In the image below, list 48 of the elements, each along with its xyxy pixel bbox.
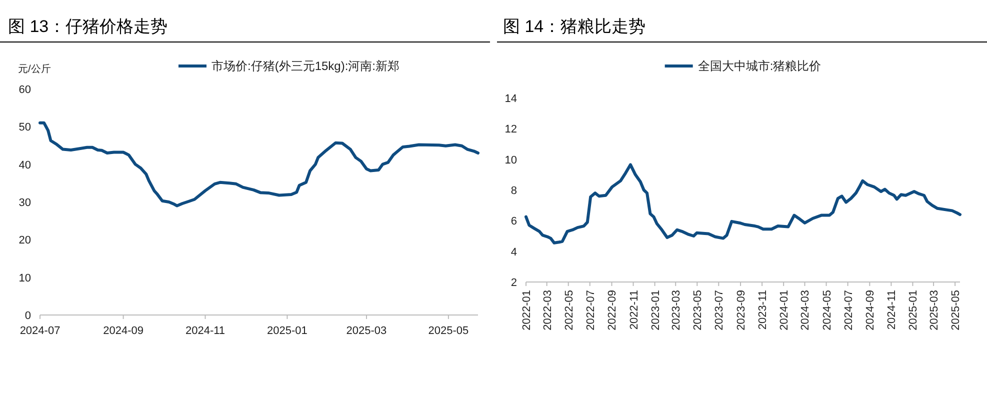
x-tick-label: 2025-05 xyxy=(428,325,469,337)
x-tick-label: 2022-03 xyxy=(542,290,554,330)
y-tick-label: 40 xyxy=(18,159,31,172)
y-tick-label: 20 xyxy=(18,234,31,247)
y-tick-label: 50 xyxy=(18,122,31,134)
x-tick-label: 2025-01 xyxy=(908,290,920,330)
legend-label: 市场价:仔猪(外三元15kg):河南:新郑 xyxy=(211,59,400,73)
y-tick-label: 30 xyxy=(18,197,31,209)
x-tick-label: 2024-05 xyxy=(821,290,834,330)
x-tick-label: 2025-05 xyxy=(950,290,962,330)
y-tick-label: 4 xyxy=(510,246,517,258)
x-tick-label: 2022-07 xyxy=(584,290,597,330)
x-tick-label: 2023-05 xyxy=(692,290,704,330)
line-series xyxy=(524,163,962,244)
x-tick-label: 2024-11 xyxy=(185,325,226,337)
x-tick-label: 2025-03 xyxy=(346,325,387,337)
y-tick-label: 6 xyxy=(510,216,517,228)
y-tick-label: 10 xyxy=(504,154,517,166)
x-tick-label: 2024-07 xyxy=(20,325,60,337)
x-tick-label: 2023-07 xyxy=(714,290,726,330)
x-tick-label: 2024-07 xyxy=(842,290,855,330)
x-tick-label: 2022-01 xyxy=(521,290,533,330)
y-tick-label: 10 xyxy=(18,272,31,284)
y-tick-label: 2 xyxy=(510,277,517,289)
y-axis-title: 元/公斤 xyxy=(18,63,51,75)
legend-label: 全国大中城市:猪粮比价 xyxy=(698,59,822,73)
x-tick-label: 2023-01 xyxy=(650,290,662,330)
x-tick-label: 2023-03 xyxy=(670,290,683,330)
x-tick-label: 2024-01 xyxy=(778,290,791,330)
chart-title: 图 14：猪粮比走势 xyxy=(503,17,646,36)
x-tick-label: 2023-11 xyxy=(757,290,770,330)
y-tick-label: 8 xyxy=(510,185,517,197)
x-tick-label: 2022-09 xyxy=(606,290,619,330)
y-tick-label: 60 xyxy=(18,84,31,96)
chart-title: 图 13：仔猪价格走势 xyxy=(8,17,168,36)
y-tick-label: 14 xyxy=(504,93,517,105)
y-tick-label: 12 xyxy=(504,124,517,136)
x-tick-label: 2022-11 xyxy=(628,290,640,330)
x-tick-label: 2024-11 xyxy=(886,290,898,330)
x-tick-label: 2025-03 xyxy=(928,290,941,330)
x-tick-label: 2024-09 xyxy=(864,290,877,330)
y-tick-label: 0 xyxy=(24,310,31,322)
line-series xyxy=(38,121,480,208)
x-tick-label: 2023-09 xyxy=(736,290,748,330)
x-tick-label: 2024-09 xyxy=(103,325,144,337)
x-tick-label: 2024-03 xyxy=(800,290,812,330)
x-tick-label: 2025-01 xyxy=(267,325,308,337)
x-tick-label: 2022-05 xyxy=(563,290,576,330)
